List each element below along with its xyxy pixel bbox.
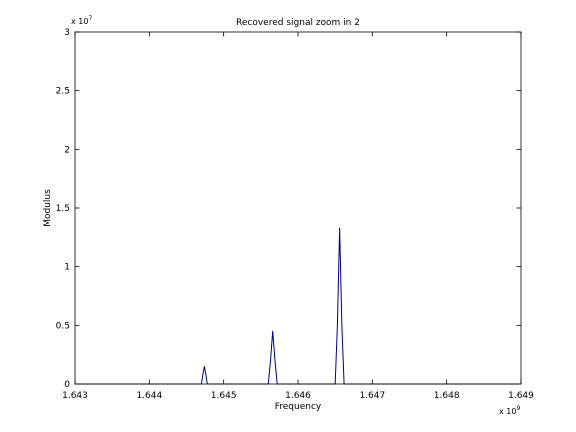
x-tick-label: 1.649 [508,391,534,401]
x-axis-multiplier: x 109 [499,405,520,416]
series-layer [75,227,521,385]
x-tick-label: 1.643 [62,391,88,401]
y-tick-label: 2.5 [56,87,70,97]
y-axis-title: Modulus [43,189,53,227]
y-tick-label: 3 [64,28,70,38]
x-tick-label: 1.646 [285,391,311,401]
x-tick-label: 1.645 [211,391,237,401]
y-tick-label: 1 [64,263,70,273]
plot-area [75,32,521,384]
y-tick-label: 0.5 [56,321,70,331]
y-tick-label: 1.5 [56,204,70,214]
y-tick-label: 2 [64,145,70,155]
series-line-0 [75,227,521,385]
y-axis-multiplier: x 107 [71,15,92,26]
x-tick-label: 1.648 [434,391,460,401]
x-tick-label: 1.647 [359,391,385,401]
chart-title: Recovered signal zoom in 2 [236,18,360,28]
x-tick-label: 1.644 [136,391,162,401]
ticks-layer: 1.643 1.644 1.645 1.646 1.647 1.648 1.649 0 0.5 1… [56,28,534,401]
plot-frame [74,31,522,385]
x-axis-title: Frequency [275,402,322,412]
y-tick-label: 0 [64,380,70,390]
